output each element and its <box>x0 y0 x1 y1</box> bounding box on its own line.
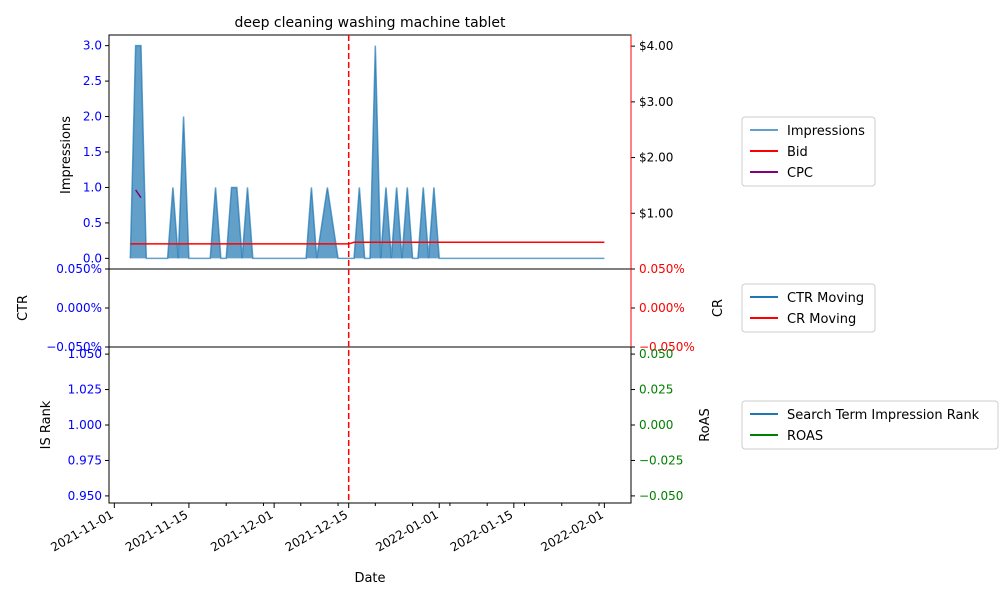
cr-y2-tick-label: 0.000% <box>639 301 685 315</box>
impressions-y-tick-label: 3.0 <box>83 39 102 53</box>
ctr-y-tick-label: −0.050% <box>46 340 102 354</box>
impressions-y-tick-label: 1.0 <box>83 180 102 194</box>
legend-label: CPC <box>787 166 813 181</box>
bid-y2-tick-label: $3.00 <box>639 95 673 109</box>
bid-y2-tick-label: $1.00 <box>639 206 673 220</box>
legend-label: CR Moving <box>787 312 856 327</box>
y-axis-label-impressions: Impressions <box>59 116 74 194</box>
panel-frames <box>108 34 632 504</box>
bid-y2-tick-label: $4.00 <box>639 39 673 53</box>
roas-y2-tick-label: 0.050 <box>639 347 673 361</box>
x-tick-label: 2022-01-15 <box>448 507 515 554</box>
rank-y-tick-label: 0.975 <box>68 453 102 467</box>
rank-y-tick-label: 1.025 <box>68 383 102 397</box>
impressions-area <box>130 45 605 259</box>
legend-middle: CTR Moving CR Moving <box>741 283 876 333</box>
y-axis-label-is-rank: IS Rank <box>39 400 54 449</box>
legend-label: Search Term Impression Rank <box>787 408 980 423</box>
impressions-y-tick-label: 1.5 <box>83 145 102 159</box>
y2-axis-label-cr: CR <box>711 299 726 317</box>
cpc-line <box>135 189 142 199</box>
cr-y2-tick-label: −0.050% <box>639 340 695 354</box>
y-axis-label-ctr: CTR <box>16 295 31 321</box>
chart-title: deep cleaning washing machine tablet <box>234 15 506 31</box>
axes: 0.0 0.5 1.0 1.5 2.0 2.5 3.0 $1.00 $2.00 $3.00 $4.0… <box>46 35 695 554</box>
x-axis-label: Date <box>354 571 385 586</box>
y2-axis-label-roas: RoAS <box>698 408 713 442</box>
x-tick-label: 2021-11-01 <box>48 507 115 554</box>
legend-bottom-box <box>741 400 999 450</box>
roas-y2-tick-label: −0.050 <box>639 489 683 503</box>
roas-y2-tick-label: 0.025 <box>639 383 673 397</box>
rank-y-tick-label: 1.050 <box>68 347 102 361</box>
impressions-y-tick-label: 0.0 <box>83 251 102 265</box>
panel-frame <box>108 346 632 504</box>
x-tick-label: 2021-12-15 <box>283 507 350 554</box>
ctr-y-tick-label: 0.000% <box>56 301 102 315</box>
x-tick-label: 2021-12-01 <box>208 507 275 554</box>
panel-frame <box>108 268 632 348</box>
roas-y2-tick-label: 0.000 <box>639 418 673 432</box>
x-tick-label: 2022-01-01 <box>373 507 440 554</box>
impressions-y-tick-label: 2.5 <box>83 74 102 88</box>
x-tick-label: 2022-02-01 <box>538 507 605 554</box>
cr-y2-tick-label: 0.050% <box>639 262 685 276</box>
impressions-y-tick-label: 0.5 <box>83 216 102 230</box>
rank-y-tick-label: 1.000 <box>68 418 102 432</box>
impressions-y-tick-label: 2.0 <box>83 110 102 124</box>
legend-label: Bid <box>787 145 808 160</box>
rank-y-tick-label: 0.950 <box>68 489 102 503</box>
legend-label: CTR Moving <box>787 291 864 306</box>
legend-bottom: Search Term Impression Rank ROAS <box>741 400 999 450</box>
ctr-y-tick-label: 0.050% <box>56 262 102 276</box>
impressions-panel <box>129 44 605 260</box>
legend-label: ROAS <box>787 429 823 444</box>
legend-top-box <box>741 116 876 187</box>
x-tick-label: 2021-11-15 <box>123 507 190 554</box>
legend-top: Impressions Bid CPC <box>741 116 876 187</box>
bid-y2-tick-label: $2.00 <box>639 151 673 165</box>
roas-y2-tick-label: −0.025 <box>639 453 683 467</box>
impressions-line <box>129 44 605 260</box>
bid-line <box>130 241 605 245</box>
legend-label: Impressions <box>787 124 865 139</box>
